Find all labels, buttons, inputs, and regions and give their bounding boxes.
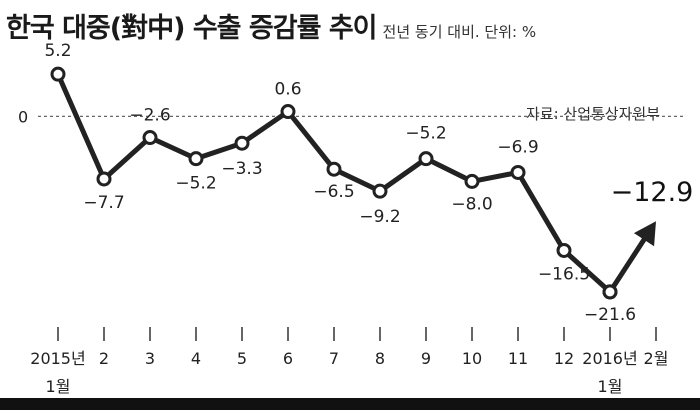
chart-header: 한국 대중(對中) 수출 증감률 추이 전년 동기 대비. 단위: % [6, 6, 536, 45]
x-tick-label: 2016년 [582, 349, 637, 368]
line-chart: 0 자료: 산업통상자원부 2015년 1월 2 3 4 5 6 7 8 9 10 11 12 2016년… [18, 41, 693, 396]
data-label: 0.6 [274, 80, 301, 100]
data-label: −9.2 [359, 207, 400, 227]
data-point-marker [188, 151, 204, 167]
data-point-marker [280, 104, 296, 120]
data-labels: 5.2−7.7−2.6−5.2−3.30.6−6.5−9.2−5.2−8.0−6… [44, 41, 693, 325]
data-label: −2.6 [129, 106, 170, 126]
source-label: 자료: 산업통상자원부 [526, 105, 660, 123]
data-point-marker [372, 183, 388, 199]
data-point-marker [464, 173, 480, 189]
x-tick-label: 6 [283, 349, 293, 368]
x-tick-label: 7 [329, 349, 339, 368]
data-label: −21.6 [584, 305, 636, 325]
x-tick-label: 11 [508, 349, 528, 368]
x-axis-ticks: 2015년 1월 2 3 4 5 6 7 8 9 10 11 12 2016년 1월 2월 [30, 327, 668, 396]
x-tick-label: 1월 [46, 377, 71, 396]
data-label: −6.5 [313, 182, 354, 202]
data-point-marker [142, 130, 158, 146]
x-tick-label: 12 [554, 349, 574, 368]
data-label: −5.2 [175, 174, 216, 194]
data-label: −8.0 [451, 194, 492, 214]
chart-subtitle: 전년 동기 대비. 단위: % [382, 23, 537, 41]
zero-axis-label: 0 [18, 107, 28, 126]
data-point-marker [602, 284, 618, 300]
x-tick-label: 2월 [644, 349, 669, 368]
data-label: −7.7 [83, 193, 124, 213]
x-tick-label: 2015년 [30, 349, 85, 368]
series-line-group [50, 66, 656, 300]
data-label: −5.2 [405, 124, 446, 144]
x-tick-label: 9 [421, 349, 431, 368]
trend-arrow-shaft [607, 237, 647, 295]
trend-arrow-head [633, 221, 656, 247]
data-point-marker [326, 161, 342, 177]
data-point-marker [556, 242, 572, 258]
x-tick-label: 1월 [598, 377, 623, 396]
data-point-marker [418, 151, 434, 167]
x-tick-label: 4 [191, 349, 201, 368]
bottom-border-bar [0, 398, 700, 410]
data-point-marker [510, 164, 526, 180]
data-label: −12.9 [611, 177, 694, 208]
x-tick-label: 8 [375, 349, 385, 368]
data-point-marker [50, 66, 66, 82]
data-label: −3.3 [221, 159, 262, 179]
chart-title: 한국 대중(對中) 수출 증감률 추이 [6, 13, 378, 44]
data-label: −16.5 [538, 264, 590, 284]
x-tick-label: 3 [145, 349, 155, 368]
x-tick-label: 5 [237, 349, 247, 368]
data-label: −6.9 [497, 137, 538, 157]
data-point-marker [96, 171, 112, 187]
data-point-marker [234, 135, 250, 151]
data-label: 5.2 [44, 41, 71, 61]
x-tick-label: 10 [462, 349, 482, 368]
x-tick-label: 2 [99, 349, 109, 368]
